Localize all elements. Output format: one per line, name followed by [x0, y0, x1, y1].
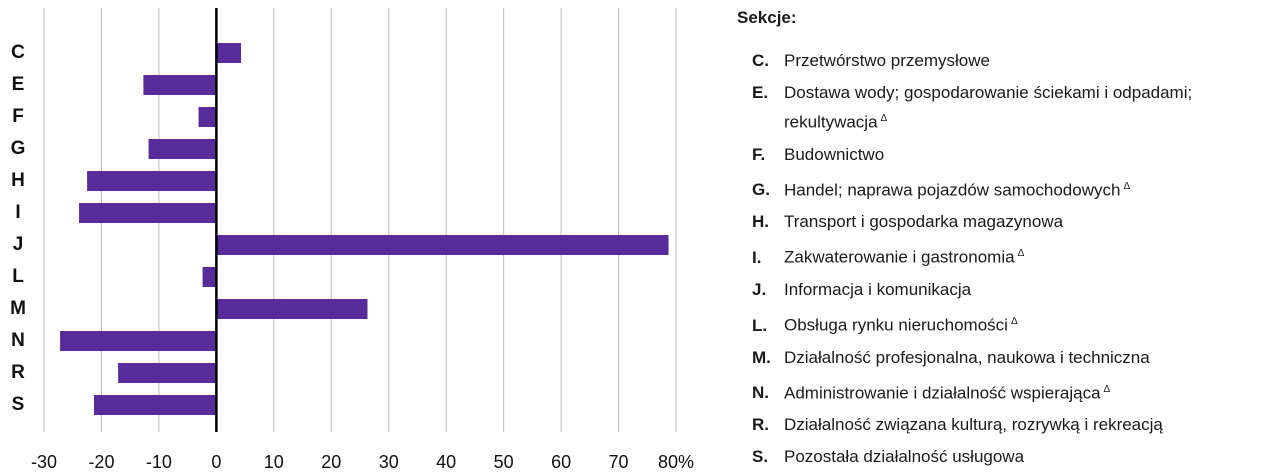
x-tick-label: 20: [321, 452, 341, 470]
bar: [198, 107, 217, 127]
legend-item: L. Obsługa rynku nieruchomości Δ: [737, 309, 1277, 339]
y-tick-label: N: [11, 330, 25, 351]
legend-mark: Δ: [1017, 248, 1025, 260]
legend-items: C. Przetwórstwo przemysłowe E. Dostawa wody…: [737, 48, 1277, 470]
bar: [118, 363, 217, 383]
legend-item: F. Budownictwo: [737, 142, 1277, 168]
bar: [216, 43, 242, 63]
legend-code: M.: [752, 347, 771, 367]
legend-item: N. Administrowanie i działalność wspieraj…: [737, 377, 1277, 407]
legend-text: Informacja i komunikacja: [784, 279, 972, 299]
legend-item: J. Informacja i komunikacja: [737, 277, 1277, 303]
x-tick-label: 80%: [658, 452, 694, 470]
legend-item: R. Działalność związana kulturą, rozrywką…: [737, 412, 1277, 438]
x-tick-label: -10: [146, 452, 172, 470]
x-tick-label: -20: [88, 452, 114, 470]
y-tick-label: R: [11, 362, 25, 383]
legend-code: E.: [752, 83, 769, 102]
legend-item: C. Przetwórstwo przemysłowe: [737, 48, 1277, 74]
bar: [148, 139, 217, 159]
legend-code: S.: [752, 447, 769, 467]
y-tick-label: I: [15, 202, 20, 223]
legend-text: Transport i gospodarka magazynowa: [784, 212, 1064, 232]
y-tick-label: F: [12, 106, 24, 127]
legend-item: H. Transport i gospodarka magazynowa: [737, 209, 1277, 235]
legend-code: J.: [752, 279, 767, 299]
legend-text: Działalność związana kulturą, rozrywką i…: [784, 415, 1163, 435]
y-tick-label: G: [11, 138, 26, 159]
legend-text: Administrowanie i działalność wspierając…: [784, 383, 1101, 403]
bar: [60, 331, 217, 351]
legend-item: S. Pozostała działalność usługowa: [737, 444, 1277, 470]
legend-text: Zakwaterowanie i gastronomia: [784, 247, 1015, 267]
x-tick-label: 10: [264, 452, 284, 470]
legend-code: L.: [752, 315, 768, 335]
bar: [79, 203, 217, 223]
legend-text: Budownictwo: [784, 144, 885, 164]
legend-item: E. Dostawa wody; gospodarowanie ściekami …: [737, 80, 1277, 136]
bar: [93, 395, 217, 415]
legend-text: Handel; naprawa pojazdów samochodowych: [784, 180, 1121, 200]
legend-code: R.: [752, 415, 769, 435]
y-tick-label: C: [11, 42, 25, 63]
legend-text: Pozostała działalność usługowa: [784, 447, 1025, 467]
legend-item: G. Handel; naprawa pojazdów samochodowych…: [737, 174, 1277, 204]
x-tick-label: 50: [494, 452, 514, 470]
y-tick-label: E: [12, 74, 25, 95]
bar: [143, 75, 217, 95]
legend-text: Obsługa rynku nieruchomości: [784, 315, 1008, 335]
bar: [202, 267, 217, 287]
legend-text: Działalność profesjonalna, naukowa i tec…: [784, 347, 1150, 367]
x-tick-label: 30: [379, 452, 399, 470]
legend-code: C.: [752, 51, 769, 70]
legend-text: Przetwórstwo przemysłowe: [784, 51, 990, 70]
x-tick-label: -30: [31, 452, 57, 470]
legend-code: F.: [752, 144, 766, 164]
legend-text: Dostawa wody; gospodarowanie ściekami i …: [784, 83, 1193, 132]
bar: [216, 235, 669, 255]
bar: [87, 171, 217, 191]
legend-code: H.: [752, 212, 769, 232]
legend-code: N.: [752, 383, 769, 403]
legend-mark: Δ: [1103, 383, 1111, 395]
legend-item: I. Zakwaterowanie i gastronomia Δ: [737, 241, 1277, 271]
legend-title: Sekcje:: [737, 8, 797, 27]
y-tick-label: S: [12, 394, 25, 415]
legend-code: G.: [752, 180, 770, 200]
legend-mark: Δ: [1123, 180, 1131, 192]
x-tick-label: 40: [436, 452, 456, 470]
legend-mark: Δ: [880, 113, 888, 124]
legend-item: M. Działalność profesjonalna, naukowa i t…: [737, 345, 1277, 371]
legend: Sekcje: C. Przetwórstwo przemysłowe E. Dost…: [737, 8, 1277, 476]
x-tick-label: 70: [609, 452, 629, 470]
x-tick-label: 0: [211, 452, 221, 470]
y-tick-label: H: [11, 170, 25, 191]
y-tick-label: M: [10, 298, 26, 319]
x-tick-label: 60: [551, 452, 571, 470]
bar: [216, 299, 368, 319]
legend-code: I.: [752, 247, 762, 267]
legend-mark: Δ: [1010, 315, 1018, 327]
y-tick-label: L: [12, 266, 24, 287]
y-tick-label: J: [13, 234, 24, 255]
